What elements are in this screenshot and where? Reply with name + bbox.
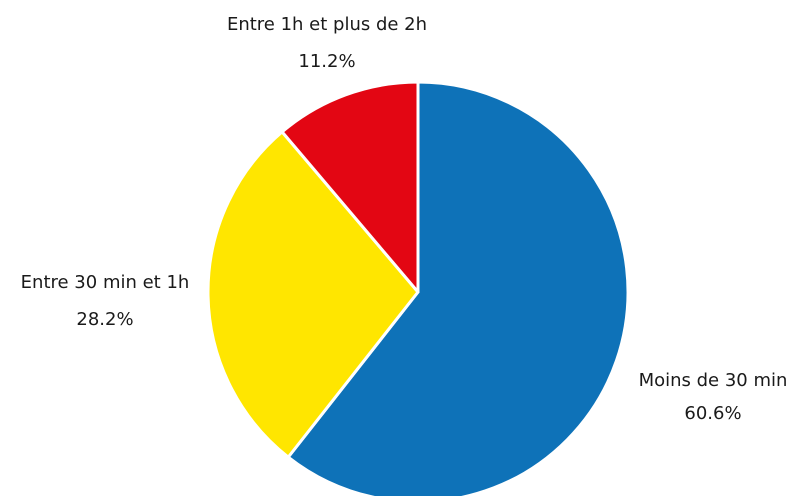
slice-value-label: 28.2% [76,309,133,330]
pie-slice [280,80,420,294]
slice-label: Entre 30 min et 1h [21,272,190,293]
slice-label: Entre 1h et plus de 2h [227,14,427,35]
pie-slice [206,130,420,459]
slice-label: Moins de 30 min [639,370,788,391]
slice-value-label: 60.6% [684,403,741,424]
slice-value-label: 11.2% [298,51,355,72]
pie-slice [286,80,630,496]
